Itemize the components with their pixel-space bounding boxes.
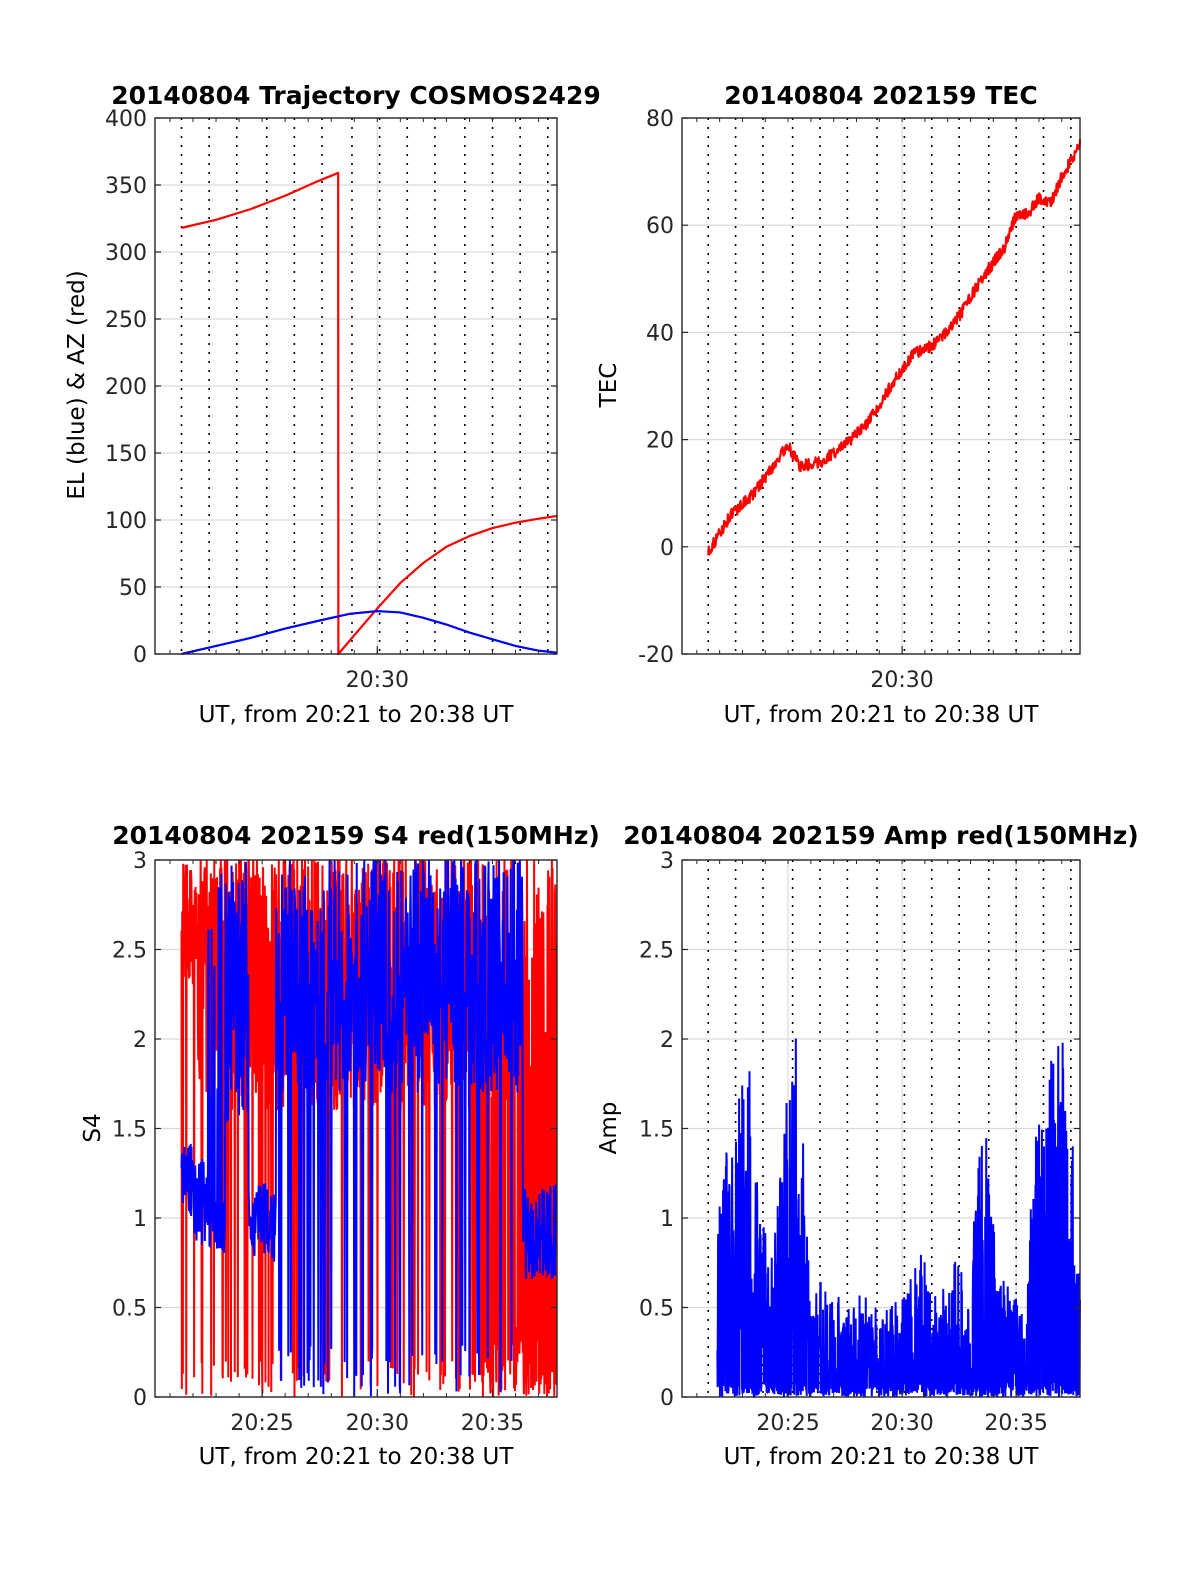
y-tick-label: 2.5 [639,939,674,964]
y-tick-label: 3 [133,849,147,874]
ylabel-amp: Amp [596,1102,622,1155]
y-tick-label: 1 [133,1207,147,1232]
y-tick-label: 2 [660,1028,674,1053]
series-line [181,610,558,656]
series-line-amp [716,1038,1081,1399]
title-amp: 20140804 202159 Amp red(150MHz) [623,821,1139,850]
x-tick-label: 20:35 [461,1411,524,1436]
ylabel-trajectory: EL (blue) & AZ (red) [64,270,90,499]
y-tick-label: 250 [105,308,147,333]
x-tick-label: 20:30 [346,1411,409,1436]
y-tick-label: 350 [105,174,147,199]
plot-area-trajectory: 0 50 100 150 200 250 300 350 400 20:30 [105,107,558,693]
ylabel-tec: TEC [596,363,622,409]
y-tick-label: 0 [133,1386,147,1411]
x-tick-label: 20:25 [756,1411,819,1436]
series-line-s4-blue [180,860,557,1397]
xlabel-amp: UT, from 20:21 to 20:38 UT [724,1444,1040,1470]
y-tick-label: 3 [660,849,674,874]
plot-area-amp: 0 0.5 1 1.5 2 2.5 3 20:25 20:30 20:35 [639,849,1081,1436]
y-tick-label: 1 [660,1207,674,1232]
y-tick-label: 2 [133,1028,147,1053]
panel-trajectory: 20140804 Trajectory COSMOS2429 EL (blue)… [64,81,601,728]
plot-area-tec: -20 0 20 40 60 80 20:30 [638,107,1082,693]
y-tick-label: 1.5 [639,1118,674,1143]
y-tick-label: 20 [646,429,674,454]
x-tick-label: 20:30 [870,1411,933,1436]
y-tick-label: 0.5 [112,1297,147,1322]
y-tick-label: 40 [646,321,674,346]
y-tick-label: 60 [646,214,674,239]
x-tick-label: 20:30 [870,668,933,693]
y-tick-label: 0 [133,643,147,668]
xlabel-s4: UT, from 20:21 to 20:38 UT [199,1444,515,1470]
y-tick-label: 100 [105,509,147,534]
x-tick-label: 20:30 [346,668,409,693]
y-tick-label: 150 [105,442,147,467]
x-tick-label: 20:35 [984,1411,1047,1436]
x-tick-label: 20:25 [230,1411,293,1436]
ylabel-s4: S4 [80,1113,106,1142]
series-line [707,139,1082,556]
y-tick-label: 300 [105,241,147,266]
title-trajectory: 20140804 Trajectory COSMOS2429 [111,81,601,110]
panel-s4: 20140804 202159 S4 red(150MHz) S4 UT, fr… [80,821,600,1470]
y-tick-label: 50 [119,576,147,601]
y-tick-label: 0.5 [639,1297,674,1322]
y-tick-label: 2.5 [112,939,147,964]
panel-tec: 20140804 202159 TEC TEC UT, from 20:21 t… [596,81,1082,728]
xlabel-trajectory: UT, from 20:21 to 20:38 UT [199,702,515,728]
s4-data [180,860,557,1397]
y-tick-label: 80 [646,107,674,132]
xlabel-tec: UT, from 20:21 to 20:38 UT [724,702,1040,728]
plot-area-s4: 0 0.5 1 1.5 2 2.5 3 20:25 20:30 20:35 [112,849,558,1436]
y-tick-label: 0 [660,536,674,561]
y-tick-label: 200 [105,375,147,400]
series-line [181,171,558,656]
panel-amp: 20140804 202159 Amp red(150MHz) Amp UT, … [596,821,1139,1470]
title-tec: 20140804 202159 TEC [724,81,1037,110]
y-tick-label: 400 [105,107,147,132]
axes-frame [681,117,1081,655]
y-tick-label: 1.5 [112,1118,147,1143]
title-s4: 20140804 202159 S4 red(150MHz) [112,821,600,850]
y-tick-label: -20 [638,643,674,668]
y-tick-label: 0 [660,1386,674,1411]
